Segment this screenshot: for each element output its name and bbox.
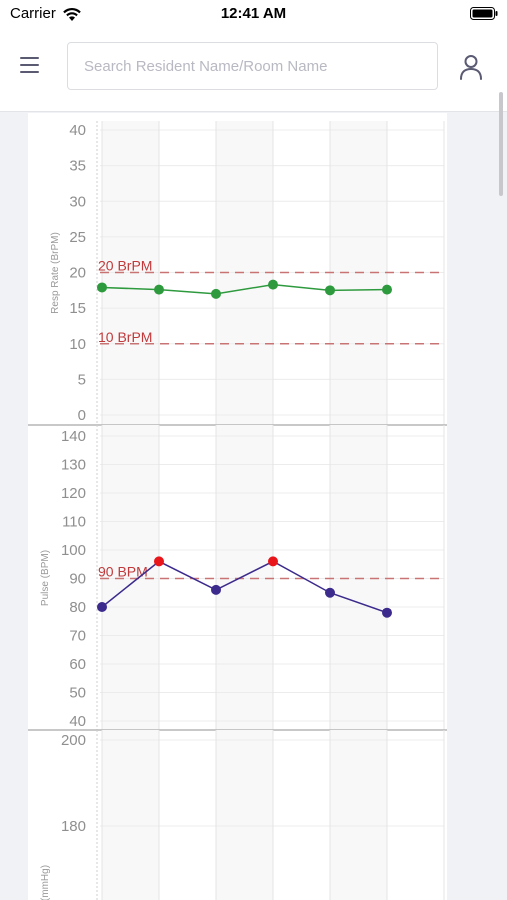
y-tick-label: 120	[61, 485, 86, 502]
data-point	[382, 607, 392, 618]
y-tick-label: 140	[61, 428, 86, 445]
pulse-y-axis-label: Pulse (BPM)	[40, 550, 51, 606]
threshold-label: 20 BrPM	[98, 258, 152, 274]
user-profile-icon[interactable]	[459, 54, 483, 80]
hamburger-menu-icon[interactable]	[20, 54, 40, 76]
y-tick-label: 50	[69, 685, 86, 702]
vitals-charts: 0 5 10 15 20 25 30 35 40 Resp Rate (BrPM) 20 BrPM 1…	[28, 121, 447, 900]
y-tick-label: 40	[69, 713, 86, 730]
y-tick-label: 10	[69, 336, 86, 353]
battery-icon	[470, 7, 498, 20]
y-tick-label: 15	[69, 300, 86, 317]
data-point	[211, 584, 221, 595]
pulse-series-line	[101, 560, 388, 614]
wifi-icon	[63, 7, 81, 21]
data-point	[211, 288, 221, 299]
bp-y-axis-label: (mmHg)	[40, 865, 51, 900]
bp-chart: 180 200 (mmHg)	[40, 730, 445, 900]
alert-data-point	[154, 556, 164, 567]
column-band	[102, 730, 159, 900]
y-tick-label: 0	[78, 407, 86, 424]
column-band	[330, 425, 387, 730]
resp-y-axis-label: Resp Rate (BrPM)	[50, 232, 61, 314]
y-tick-label: 40	[69, 122, 86, 139]
status-bar: Carrier 12:41 AM	[0, 0, 507, 30]
data-point	[97, 282, 107, 293]
threshold-label: 10 BrPM	[98, 329, 152, 345]
data-point	[97, 602, 107, 612]
scrollbar-thumb[interactable]	[499, 92, 503, 196]
threshold-label: 90 BPM	[98, 564, 148, 580]
column-band	[216, 425, 273, 730]
pulse-chart: 40 50 60 70 80 90 100 110 120 130 140 Pulse (BPM) 90…	[28, 425, 447, 731]
y-tick-label: 35	[69, 158, 86, 175]
y-tick-label: 30	[69, 193, 86, 210]
data-point	[154, 284, 164, 295]
y-tick-label: 180	[61, 818, 86, 835]
search-input[interactable]	[67, 42, 438, 90]
column-band	[216, 730, 273, 900]
y-tick-label: 60	[69, 656, 86, 673]
y-tick-label: 80	[69, 599, 86, 616]
y-tick-label: 130	[61, 457, 86, 474]
resp-chart: 0 5 10 15 20 25 30 35 40 Resp Rate (BrPM) 20 BrPM 1…	[28, 121, 447, 426]
y-tick-label: 20	[69, 265, 86, 282]
y-tick-label: 90	[69, 571, 86, 588]
data-point	[325, 285, 335, 296]
data-point	[382, 284, 392, 295]
alert-data-point	[268, 556, 278, 567]
top-navigation-bar	[0, 30, 507, 112]
column-band	[330, 730, 387, 900]
clock-time: 12:41 AM	[220, 5, 287, 22]
y-tick-label: 25	[69, 229, 86, 246]
data-point	[325, 587, 335, 598]
y-tick-label: 200	[61, 732, 86, 749]
column-band	[102, 425, 159, 730]
y-tick-label: 110	[62, 514, 86, 531]
y-tick-label: 70	[69, 628, 86, 645]
vitals-content[interactable]: 0 5 10 15 20 25 30 35 40 Resp Rate (BrPM) 20 BrPM 1…	[0, 113, 507, 900]
resp-series-line	[101, 283, 388, 295]
y-tick-label: 100	[61, 542, 86, 559]
y-tick-label: 5	[78, 371, 86, 388]
data-point	[268, 279, 278, 290]
carrier-label: Carrier	[10, 5, 56, 22]
